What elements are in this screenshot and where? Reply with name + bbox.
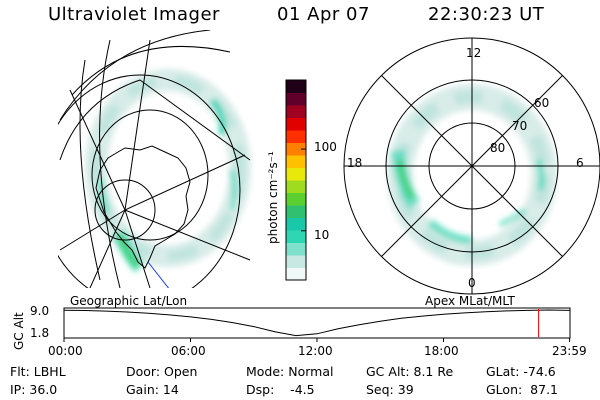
terminator-line	[147, 261, 170, 288]
observation-date: 01 Apr 07	[277, 4, 370, 25]
colorbar-segment	[286, 105, 306, 118]
instrument-title: Ultraviolet Imager	[48, 4, 220, 25]
left-auroral-oval	[85, 69, 251, 273]
info-door: Door: Open	[126, 364, 198, 379]
info-filter: Flt: LBHL	[10, 364, 66, 379]
colorbar-segment	[286, 130, 306, 143]
observation-time: 22:30:23 UT	[428, 4, 545, 25]
colorbar-segment	[286, 230, 306, 243]
gc-alt-chart	[63, 307, 571, 342]
colorbar-segment	[286, 155, 306, 168]
info-dsp: Dsp: -4.5	[246, 382, 315, 397]
info-seq: Seq: 39	[366, 382, 414, 397]
mlat-label-80: 80	[490, 141, 506, 155]
colorbar-segment	[286, 92, 306, 106]
colorbar-frame	[285, 79, 307, 281]
colorbar-segment	[286, 142, 306, 156]
colorbar-segment	[286, 255, 306, 268]
geo-grid	[58, 30, 251, 288]
mlat-label-70: 70	[512, 119, 528, 133]
gc-alt-ylabel: GC Alt	[12, 312, 26, 350]
info-gc-alt: GC Alt: 8.1 Re	[366, 364, 454, 379]
mlt-label-12: 12	[466, 46, 482, 60]
colorbar-segment	[286, 217, 306, 231]
polar-plot	[343, 37, 600, 295]
colorbar-segment	[286, 80, 306, 93]
antarctica-coastline	[95, 145, 191, 269]
gc-alt-ytick-max: 9.0	[30, 304, 50, 318]
gc-alt-ytick-min: 1.8	[30, 326, 50, 340]
gc-alt-xtick-1: 06:00	[171, 344, 206, 358]
colorbar-tick-10: 10	[314, 228, 330, 242]
colorbar-segment	[286, 192, 306, 206]
colorbar	[285, 79, 307, 281]
gc-alt-xtick-0: 00:00	[48, 344, 83, 358]
colorbar-segment	[286, 167, 306, 181]
mlt-label-0: 0	[468, 276, 476, 290]
colorbar-segment	[286, 117, 306, 131]
info-gain: Gain: 14	[126, 382, 179, 397]
mlat-label-60: 60	[534, 96, 550, 110]
info-mode: Mode: Normal	[246, 364, 334, 379]
colorbar-tick-100: 100	[314, 140, 337, 154]
info-glon: GLon: 87.1	[486, 382, 558, 397]
colorbar-segment	[286, 242, 306, 256]
colorbar-segment	[286, 267, 306, 281]
gc-alt-line	[63, 309, 570, 337]
gc-alt-xtick-2: 12:00	[298, 344, 333, 358]
colorbar-segment	[286, 180, 306, 193]
right-panel-label: Apex MLat/MLT	[425, 294, 515, 308]
colorbar-unit-label: photon cm⁻²s⁻¹	[266, 151, 280, 244]
colorbar-segment	[286, 205, 306, 218]
gc-alt-xtick-3: 18:00	[424, 344, 459, 358]
info-ip: IP: 36.0	[10, 382, 58, 397]
left-panel-label: Geographic Lat/Lon	[70, 294, 188, 308]
info-glat: GLat: -74.6	[486, 364, 556, 379]
mlt-label-6: 6	[576, 156, 584, 170]
mlt-label-18: 18	[347, 156, 363, 170]
gc-alt-xtick-4: 23:59	[552, 344, 587, 358]
